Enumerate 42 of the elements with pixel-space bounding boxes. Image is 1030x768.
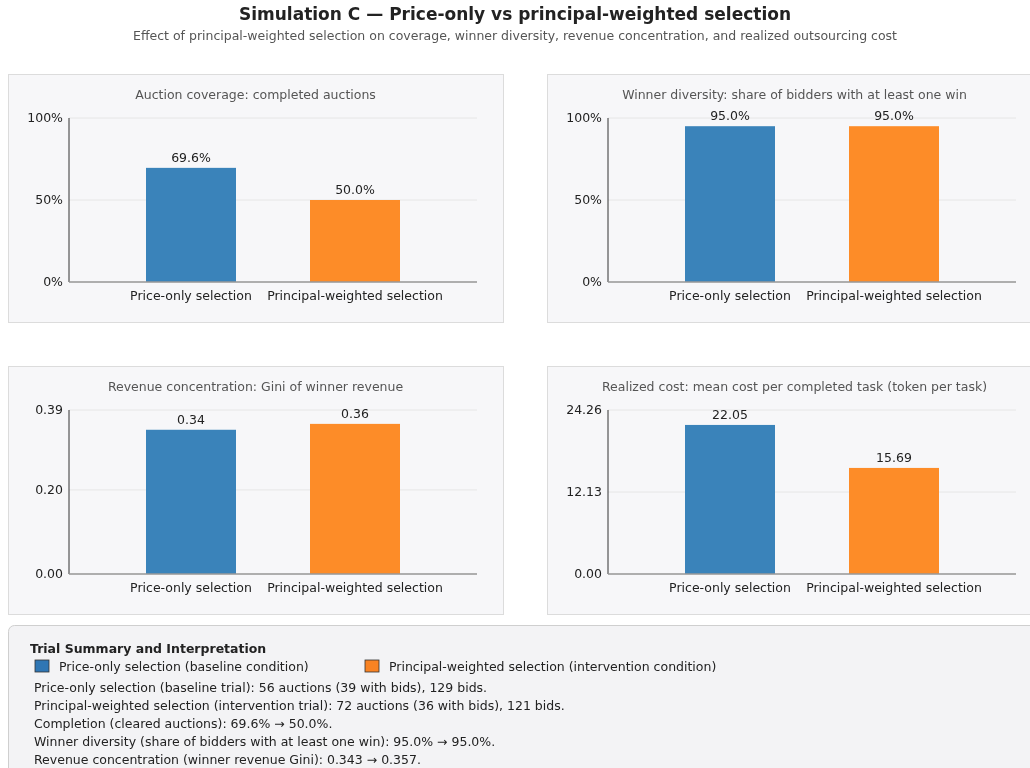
y-tick-label: 0.00 (35, 566, 64, 582)
text: Price-only selection (baseline condition) (59, 658, 309, 674)
data-label: 50.0% (335, 182, 375, 197)
text: Revenue concentration (winner revenue Gini): 0.343 → 0.357. (34, 752, 421, 767)
text: Trial Summary and Interpretation (30, 641, 267, 656)
y-tick-label: 100% (566, 110, 603, 126)
text: Price-only selection (baseline trial): 56 auctions (39 with bids), 129 bids. (34, 680, 488, 695)
x-tick-label: Principal-weighted selection (267, 288, 443, 303)
y-tick-label: 0% (582, 274, 603, 290)
data-label: 95.0% (874, 108, 914, 124)
data-label: 22.05 (712, 406, 748, 422)
chart-title: Revenue concentration: Gini of winner revenue (107, 379, 404, 394)
chart-title: Auction coverage: completed auctions (135, 87, 376, 102)
text: Completion (cleared auctions): 69.6% → 50.0%. (34, 716, 333, 731)
y-tick-label: 100% (27, 110, 64, 126)
y-tick-label: 50% (35, 192, 64, 208)
text: Principal-weighted selection (intervention trial): 72 auctions (36 with bids), 121 bids. (34, 698, 565, 713)
data-label: 95.0% (710, 108, 750, 124)
y-tick-label: 24.26 (566, 402, 603, 418)
x-tick-label: Price-only selection (130, 288, 252, 303)
x-tick-label: Price-only selection (669, 288, 791, 303)
data-label: 0.34 (177, 411, 205, 427)
text: Principal-weighted selection (intervention condition) (389, 658, 717, 674)
y-tick-label: 0.00 (574, 566, 603, 582)
text: Effect of principal-weighted selection on coverage, winner diversity, revenue concentration, and realized outsourcing cost (132, 28, 898, 43)
data-label: 69.6% (171, 149, 211, 165)
data-label: 0.36 (341, 405, 369, 421)
x-tick-label: Price-only selection (669, 580, 791, 595)
chart-title: Realized cost: mean cost per completed task (token per task) (601, 379, 988, 394)
y-tick-label: 50% (574, 192, 603, 208)
x-tick-label: Principal-weighted selection (806, 288, 982, 303)
y-tick-label: 0% (43, 274, 64, 290)
text: Winner diversity (share of bidders with at least one win): 95.0% → 95.0%. (34, 734, 496, 749)
chart-title: Winner diversity: share of bidders with at least one win (622, 87, 967, 102)
data-label: 15.69 (876, 449, 912, 465)
text: Simulation C — Price-only vs principal-weighted selection (238, 4, 792, 24)
x-tick-label: Principal-weighted selection (806, 580, 982, 595)
y-tick-label: 12.13 (566, 484, 602, 500)
x-tick-label: Principal-weighted selection (267, 580, 443, 595)
x-tick-label: Price-only selection (130, 580, 252, 595)
y-tick-label: 0.20 (35, 482, 64, 498)
y-tick-label: 0.39 (35, 402, 64, 418)
